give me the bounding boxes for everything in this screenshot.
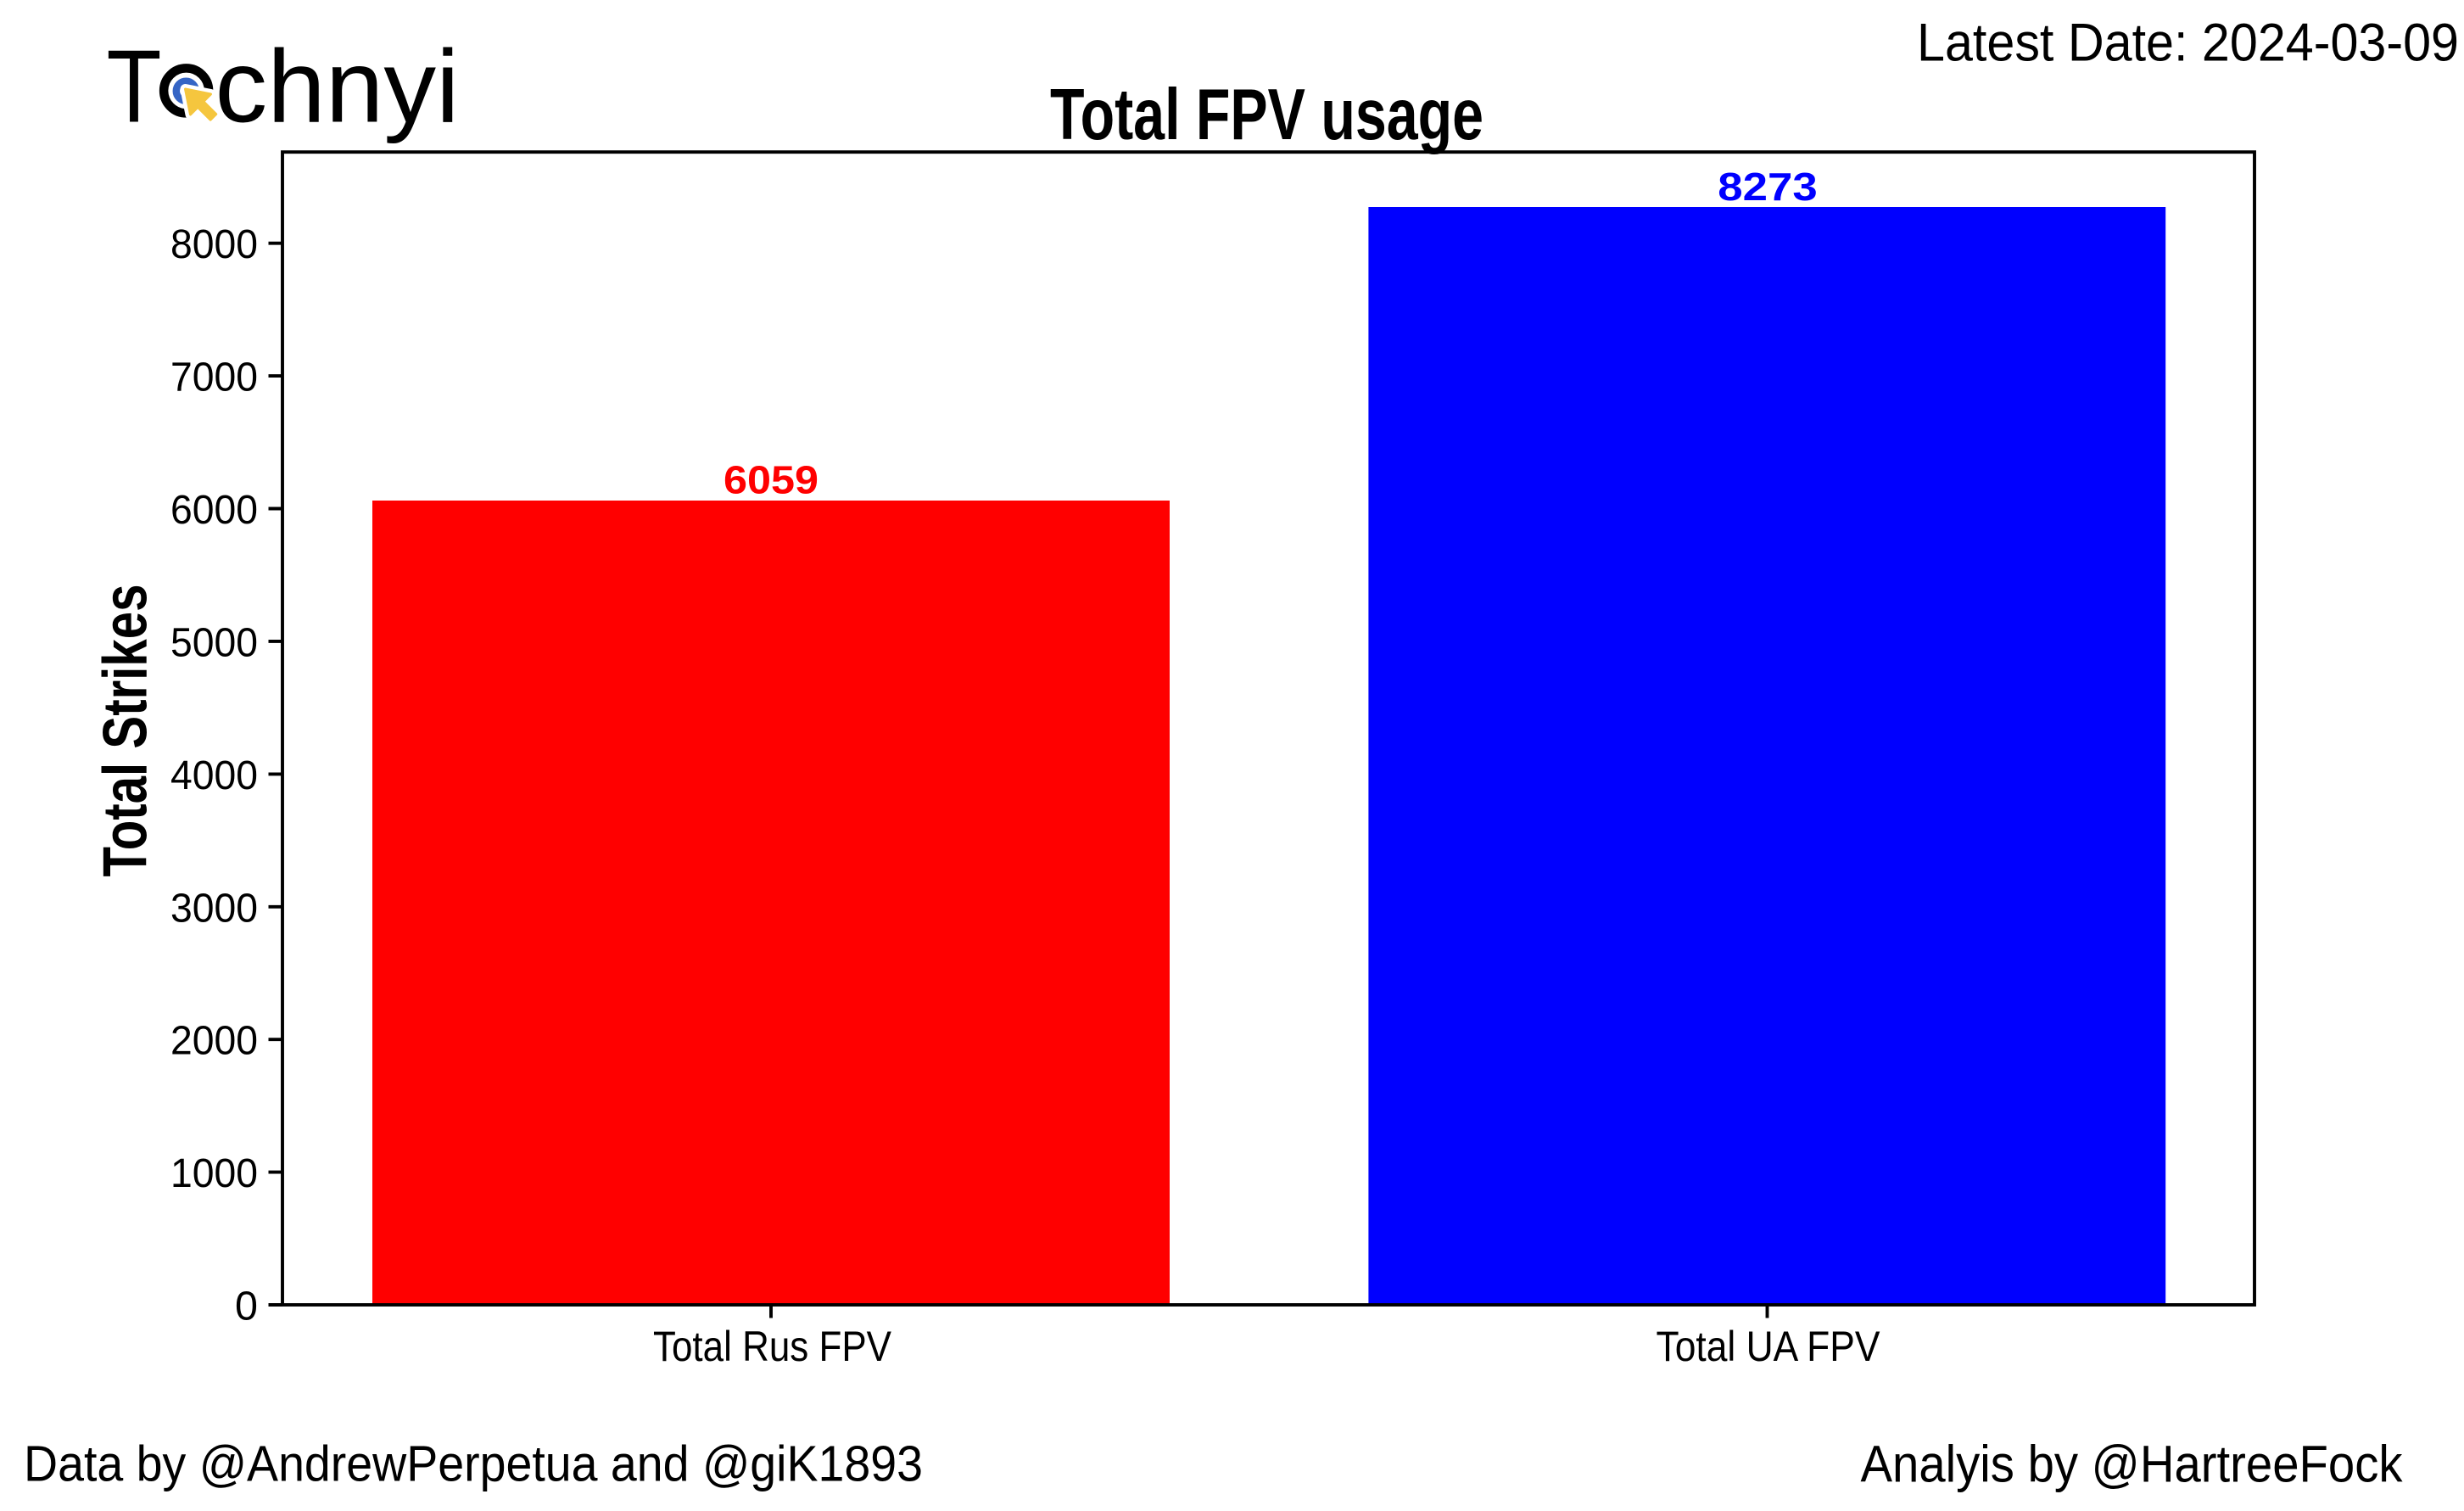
- svg-text:1000: 1000: [170, 1150, 258, 1196]
- svg-text:0: 0: [235, 1284, 258, 1329]
- svg-text:4000: 4000: [170, 753, 258, 798]
- svg-text:6000: 6000: [170, 487, 258, 533]
- svg-text:Latest Date: 2024-03-09: Latest Date: 2024-03-09: [1917, 14, 2459, 73]
- svg-text:chnyi: chnyi: [215, 29, 460, 144]
- svg-text:6059: 6059: [724, 458, 819, 502]
- svg-text:Data by @AndrewPerpetua and @g: Data by @AndrewPerpetua and @giK1893: [24, 1436, 923, 1492]
- svg-text:8000: 8000: [170, 221, 258, 267]
- svg-text:7000: 7000: [170, 355, 258, 400]
- svg-text:Total UA FPV: Total UA FPV: [1657, 1322, 1880, 1370]
- svg-text:3000: 3000: [170, 885, 258, 931]
- svg-text:2000: 2000: [170, 1018, 258, 1064]
- svg-text:5000: 5000: [170, 619, 258, 665]
- svg-text:Total FPV usage: Total FPV usage: [1050, 75, 1483, 155]
- svg-text:8273: 8273: [1718, 165, 1818, 209]
- svg-text:T: T: [107, 29, 162, 144]
- svg-text:Analyis by @HartreeFock: Analyis by @HartreeFock: [1861, 1435, 2403, 1493]
- svg-text:Total Rus FPV: Total Rus FPV: [653, 1322, 891, 1370]
- svg-text:Total Strikes: Total Strikes: [92, 585, 160, 877]
